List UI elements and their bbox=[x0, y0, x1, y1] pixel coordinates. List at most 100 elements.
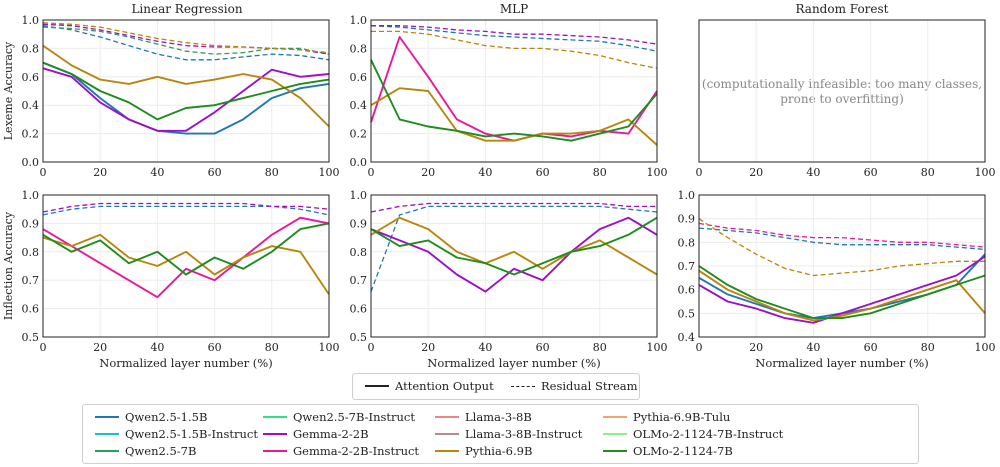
x-tick-label: 40 bbox=[150, 341, 164, 354]
y-tick-label: 0.7 bbox=[350, 274, 368, 287]
y-tick-label: 0.0 bbox=[350, 156, 368, 169]
legend-color-swatch bbox=[435, 450, 459, 452]
na-note-line-2: prone to overfitting) bbox=[780, 92, 904, 106]
solid-line-swatch bbox=[365, 385, 389, 387]
residual-series-pythia-6-9b bbox=[698, 218, 985, 277]
legend-item-pythia-6-9b: Pythia-6.9B bbox=[435, 444, 532, 458]
attention-series-pythia-6-9b bbox=[42, 44, 330, 128]
y-tick-label: 0.6 bbox=[678, 284, 696, 297]
col-title-random-forest: Random Forest bbox=[795, 2, 888, 16]
legend-item-gemma-2-2b-instruct: Gemma-2-2B-Instruct bbox=[263, 444, 419, 458]
legend-item-llama-3-8b: Llama-3-8B bbox=[435, 410, 532, 424]
legend-model-label: Qwen2.5-7B-Instruct bbox=[293, 410, 415, 424]
x-tick-label: 20 bbox=[93, 341, 107, 354]
panel-frame bbox=[698, 194, 986, 338]
x-tick-label: 60 bbox=[536, 166, 550, 179]
x-tick-label: 60 bbox=[208, 166, 222, 179]
x-tick-label: 40 bbox=[806, 166, 820, 179]
line-style-legend: Attention Output Residual Stream bbox=[352, 373, 640, 400]
legend-color-swatch bbox=[435, 416, 459, 418]
y-tick-label: 0.4 bbox=[22, 99, 40, 112]
residual-series-gemma-2-2b bbox=[42, 202, 330, 213]
legend-item-gemma-2-2b: Gemma-2-2B bbox=[263, 427, 369, 441]
legend-color-swatch bbox=[603, 450, 627, 452]
panel-inflection-random-forest: 0 20 40 60 80 100 0.4 0.5 0.6 0.7 0.8 0.9 1.0 bbox=[678, 189, 996, 354]
legend-color-swatch bbox=[95, 433, 119, 435]
attention-series-qwen2-5-1-5b bbox=[42, 61, 330, 135]
legend-color-swatch bbox=[603, 416, 627, 418]
legend-model-label: OLMo-2-1124-7B-Instruct bbox=[633, 427, 784, 441]
attention-series-pythia-6-9b bbox=[370, 87, 658, 146]
x-tick-label: 0 bbox=[696, 341, 703, 354]
residual-series-qwen2-5-1-5b bbox=[370, 205, 658, 292]
x-tick-label: 0 bbox=[368, 341, 375, 354]
y-tick-label: 1.0 bbox=[350, 14, 368, 27]
y-tick-label: 0.4 bbox=[350, 99, 368, 112]
y-tick-label: 0.0 bbox=[22, 156, 40, 169]
panel-inflection-mlp: 0 20 40 60 80 100 0.5 0.6 0.7 0.8 0.9 1.0 bbox=[350, 189, 668, 354]
y-tick-label: 1.0 bbox=[350, 189, 368, 202]
x-axis-label-lr: Normalized layer number (%) bbox=[99, 356, 272, 370]
legend-color-swatch bbox=[263, 450, 287, 452]
legend-model-label: Qwen2.5-1.5B-Instruct bbox=[125, 427, 258, 441]
attention-series-gemma-2-2b-instruct bbox=[42, 216, 330, 299]
y-tick-label: 0.8 bbox=[22, 246, 40, 259]
attention-series-gemma-2-2b bbox=[42, 67, 330, 132]
y-tick-label: 0.5 bbox=[678, 307, 696, 320]
x-tick-label: 20 bbox=[93, 166, 107, 179]
legend-color-swatch bbox=[95, 416, 119, 418]
x-tick-label: 0 bbox=[40, 166, 47, 179]
y-tick-label: 0.7 bbox=[22, 274, 40, 287]
attention-series-pythia-6-9b bbox=[370, 216, 658, 276]
x-tick-label: 100 bbox=[319, 341, 340, 354]
attention-series-qwen2-5-1-5b bbox=[698, 253, 986, 320]
y-tick-label: 0.8 bbox=[350, 246, 368, 259]
legend-item-qwen2-5-1-5b: Qwen2.5-1.5B bbox=[95, 410, 207, 424]
panel-frame bbox=[370, 19, 658, 163]
y-tick-label: 0.8 bbox=[22, 42, 40, 55]
col-title-linear-regression: Linear Regression bbox=[131, 2, 242, 16]
residual-series-gemma-2-2b bbox=[370, 202, 657, 213]
panel-frame bbox=[698, 19, 986, 163]
x-axis-label-mlp: Normalized layer number (%) bbox=[427, 356, 600, 370]
panel-frame bbox=[370, 194, 658, 338]
x-tick-label: 100 bbox=[975, 341, 996, 354]
x-tick-label: 100 bbox=[647, 166, 668, 179]
panel-lexeme-linear-regression: 0 20 40 60 80 100 0.0 0.2 0.4 0.6 0.8 1.0 bbox=[22, 14, 340, 179]
model-legend: Qwen2.5-1.5B Qwen2.5-1.5B-Instruct Qwen2.5… bbox=[82, 404, 919, 464]
figure-canvas: Linear Regression MLP Random Forest Lexe… bbox=[2, 2, 996, 370]
y-tick-label: 0.9 bbox=[22, 217, 40, 230]
attention-series-olmo-2-1124-7b bbox=[42, 222, 330, 276]
x-tick-label: 40 bbox=[478, 166, 492, 179]
residual-series-gemma-2-2b-instruct bbox=[698, 222, 986, 248]
y-tick-label: 0.8 bbox=[350, 42, 368, 55]
attention-series-pythia-6-9b bbox=[698, 269, 986, 322]
y-tick-label: 0.9 bbox=[350, 217, 368, 230]
x-tick-label: 40 bbox=[478, 341, 492, 354]
y-tick-label: 0.2 bbox=[22, 128, 40, 141]
legend-model-label: Llama-3-8B-Instruct bbox=[465, 427, 583, 441]
legend-residual-stream-label: Residual Stream bbox=[541, 379, 638, 393]
y-tick-label: 1.0 bbox=[22, 14, 40, 27]
y-tick-label: 0.6 bbox=[350, 303, 368, 316]
residual-series-pythia-6-9b bbox=[371, 30, 658, 69]
x-tick-label: 80 bbox=[593, 166, 607, 179]
x-axis-label-rf: Normalized layer number (%) bbox=[755, 356, 928, 370]
legend-model-label: Gemma-2-2B-Instruct bbox=[293, 444, 420, 458]
panel-frame bbox=[42, 194, 330, 338]
row-label-inflection: Inflection Accuracy bbox=[2, 211, 15, 320]
legend-item-qwen2-5-7b-instruct: Qwen2.5-7B-Instruct bbox=[263, 410, 415, 424]
x-tick-label: 0 bbox=[368, 166, 375, 179]
legend-color-swatch bbox=[95, 450, 119, 452]
legend-model-label: Pythia-6.9B bbox=[465, 444, 533, 458]
x-tick-label: 20 bbox=[749, 341, 763, 354]
residual-series-qwen2-5-7b bbox=[42, 26, 330, 55]
legend-attention-output: Attention Output bbox=[365, 379, 494, 393]
legend-color-swatch bbox=[263, 433, 287, 435]
legend-item-pythia-6-9b-tulu: Pythia-6.9B-Tulu bbox=[603, 410, 730, 424]
y-tick-label: 0.8 bbox=[678, 236, 696, 249]
y-tick-label: 1.0 bbox=[678, 189, 696, 202]
y-tick-label: 0.6 bbox=[350, 71, 368, 84]
legend-color-swatch bbox=[263, 416, 287, 418]
legend-color-swatch bbox=[435, 433, 459, 435]
